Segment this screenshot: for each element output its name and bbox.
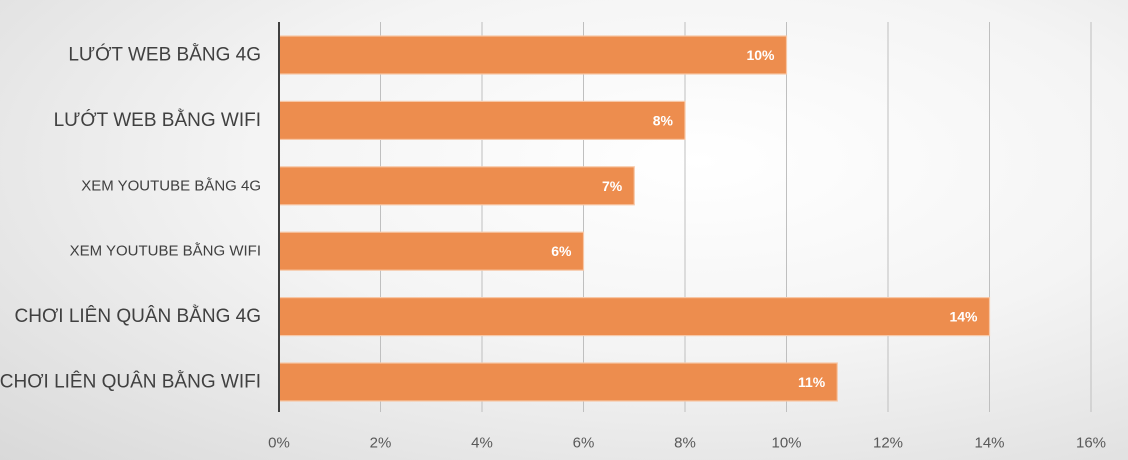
bar (278, 231, 585, 271)
bar (278, 100, 686, 141)
x-tick-label: 0% (268, 435, 290, 452)
bar (278, 166, 635, 206)
x-tick-label: 10% (771, 435, 801, 452)
category-label: XEM YOUTUBE BẰNG 4G (81, 176, 261, 194)
data-label: 7% (602, 178, 623, 194)
category-label: CHƠI LIÊN QUÂN BẰNG WIFI (0, 371, 261, 393)
x-tick-label: 2% (370, 435, 392, 452)
category-label: XEM YOUTUBE BẰNG WIFI (70, 242, 261, 260)
data-label: 10% (746, 47, 775, 63)
x-tick-label: 4% (471, 435, 493, 452)
x-tick-label: 14% (974, 435, 1004, 452)
bar (278, 297, 991, 337)
category-label: LƯỚT WEB BẰNG WIFI (54, 109, 261, 131)
x-tick-label: 6% (573, 435, 595, 452)
data-label: 8% (653, 112, 674, 128)
data-label: 6% (551, 243, 572, 259)
data-label: 14% (949, 309, 978, 325)
category-label: CHƠI LIÊN QUÂN BẰNG 4G (15, 305, 261, 327)
category-label: LƯỚT WEB BẰNG 4G (68, 44, 261, 66)
data-label: 11% (798, 374, 826, 390)
x-tick-label: 16% (1076, 435, 1106, 452)
bar (278, 362, 838, 402)
x-tick-label: 8% (674, 435, 696, 452)
bar (278, 35, 788, 75)
x-tick-label: 12% (873, 435, 903, 452)
